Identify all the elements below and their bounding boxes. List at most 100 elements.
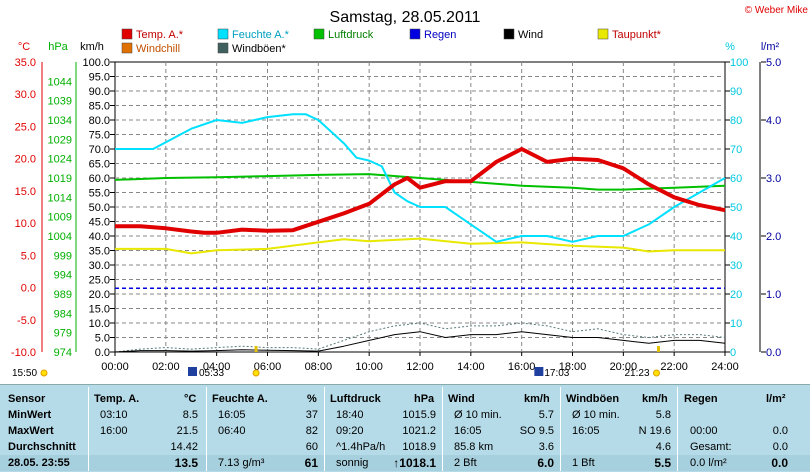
legend-label: Feuchte A.* [232,29,290,41]
tick-label-rain: 5.0 [766,57,781,69]
legend-swatch [217,42,229,54]
tick-label-wind: 65.0 [89,159,110,171]
sunrise-label: 05:33 [199,368,224,379]
avg-press-value: 1018.9 [402,441,436,453]
max-hum-value: 82 [305,425,318,437]
sunset-label: 21:23 [624,368,649,379]
chart-title: Samstag, 28.05.2011 [330,9,481,26]
tick-label-temp: 35.0 [15,57,36,69]
x-tick-label: 14:00 [457,361,485,373]
x-tick-label: 06:00 [254,361,282,373]
tick-label-wind: 30.0 [89,260,110,272]
legend-label: Taupunkt* [612,29,662,41]
min-wind-label: Ø 10 min. [454,409,502,421]
tick-label-pressure: 1014 [48,192,72,204]
tick-label-pressure: 1029 [48,134,72,146]
tick-label-rain: 4.0 [766,115,781,127]
tick-label-pressure: 984 [54,308,72,320]
tick-label-wind: 70.0 [89,144,110,156]
tick-label-wind: 10.0 [89,318,110,330]
tick-label-humidity: 60 [730,173,742,185]
weather-chart: Samstag, 28.05.2011 © Weber Mike Temp. A… [11,5,809,379]
series-line-taupunkt [115,237,725,255]
avg-wind-distance: 85.8 km [454,441,494,453]
cur-hum-abs: 7.13 g/m³ [218,457,265,469]
x-tick-label: 10:00 [355,361,383,373]
tick-label-rain: 0.0 [766,347,781,359]
tick-label-temp: -5.0 [17,315,36,327]
cur-wind-bft: 2 Bft [454,457,477,469]
cur-wind-value: 6.0 [537,456,554,470]
tick-label-temp: 30.0 [15,89,36,101]
tick-label-pressure: 1044 [48,76,72,88]
min-hum-value: 37 [305,409,318,421]
max-rain-value: 0.0 [772,425,788,437]
tick-label-humidity: 70 [730,144,742,156]
tick-label-humidity: 90 [730,86,742,98]
tick-label-wind: 85.0 [89,101,110,113]
tick-label-pressure: 979 [54,328,72,340]
min-temp-value: 8.5 [182,409,198,421]
cur-gust-value: 5.5 [654,456,671,470]
tick-label-wind: 90.0 [89,86,110,98]
rain-unit-label: l/m² [761,41,780,53]
x-tick-label: 20:00 [610,361,638,373]
avg-temp-value: 14.42 [170,441,198,453]
x-tick-label: 00:00 [101,361,129,373]
temp-unit-label: °C [18,41,30,53]
tick-label-rain: 1.0 [766,289,781,301]
max-hum-time: 06:40 [218,425,246,437]
hdr-gust: Windböen [566,393,620,405]
now-icon [534,367,544,376]
cur-rain-total: 0.0 l/m² [690,457,727,469]
cur-press-value: ↑1018.1 [393,456,436,470]
legend-label: Windböen* [232,43,287,55]
min-gust-value: 5.8 [655,409,671,421]
cur-weather-text: sonnig [336,457,369,469]
min-hum-time: 16:05 [218,409,246,421]
x-tick-label: 08:00 [305,361,333,373]
tick-label-pressure: 1009 [48,212,72,224]
tick-label-pressure: 1019 [48,173,72,185]
hdr-gust-unit: km/h [642,393,668,405]
tick-label-temp: 0.0 [21,283,36,295]
tick-label-pressure: 1034 [48,115,72,127]
min-label: MinWert [8,409,52,421]
hdr-press-unit: hPa [414,393,435,405]
series-line-wind [114,331,726,353]
tick-label-rain: 3.0 [766,173,781,185]
legend-swatch [217,28,229,40]
series-line-feuchtea [115,113,726,243]
tick-label-temp: 15.0 [15,186,36,198]
hdr-rain: Regen [684,393,718,405]
start-time-label: 15:50 [12,368,37,379]
tick-label-wind: 95.0 [89,72,110,84]
chart-legend: Temp. A.* Feuchte A.* Luftdruck Regen Wind Ta… [121,28,662,55]
tick-label-wind: 55.0 [89,188,110,200]
current-row-bg [0,455,810,471]
hdr-hum: Feuchte A. [212,393,268,405]
legend-swatch [503,28,515,40]
legend-label: Luftdruck [328,29,374,41]
chart-series [114,113,726,353]
tick-label-wind: 25.0 [89,275,110,287]
hdr-hum-unit: % [307,393,317,405]
tick-label-temp: 5.0 [21,250,36,262]
tick-label-wind: 15.0 [89,304,110,316]
min-press-time: 18:40 [336,409,364,421]
min-gust-label: Ø 10 min. [572,409,620,421]
cur-hum-value: 61 [304,456,318,470]
wind-unit-label: km/h [80,41,104,53]
tick-label-pressure: 1024 [48,154,72,166]
hdr-rain-unit: l/m² [766,393,786,405]
pressure-unit-label: hPa [48,41,68,53]
tick-label-humidity: 20 [730,289,742,301]
hdr-wind-unit: km/h [524,393,550,405]
max-rain-time: 00:00 [690,425,718,437]
max-gust-time: 16:05 [572,425,600,437]
legend-label: Regen [424,29,456,41]
max-gust-dir: N 19.6 [638,425,671,437]
x-tick-label: 24:00 [711,361,739,373]
tick-label-humidity: 40 [730,231,742,243]
max-press-value: 1021.2 [402,425,436,437]
